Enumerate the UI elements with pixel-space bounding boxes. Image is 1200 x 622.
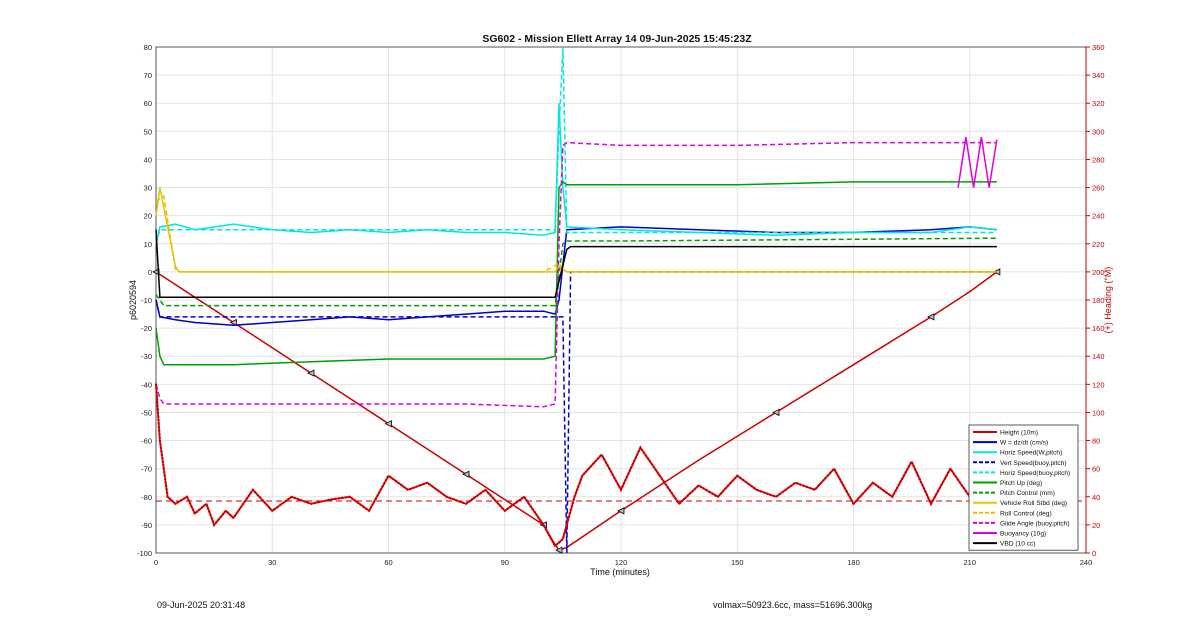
y2-tick-label: 340: [1092, 71, 1105, 80]
x-tick-label: 240: [1080, 558, 1093, 567]
series-line-10: [957, 136, 998, 188]
y-tick-label: 0: [148, 268, 152, 277]
legend: Height (10m) W = dz/dt (cm/s) Horiz Speed(…: [968, 424, 1079, 551]
series-line-4: [155, 46, 997, 244]
height-marker: [307, 369, 315, 377]
x-tick-label: 60: [384, 558, 392, 567]
y-tick-label: 30: [144, 184, 152, 193]
legend-label: Vehicle Roll Stbd (deg): [1000, 500, 1067, 507]
legend-label: VBD (10 cc): [1000, 541, 1036, 548]
y-tick-label: 70: [144, 71, 152, 80]
series-line-11: [155, 229, 997, 298]
x-tick-label: 90: [501, 558, 509, 567]
series-line-9: [155, 141, 997, 408]
legend-label: W = dz/dt (cm/s): [1000, 440, 1048, 447]
x-tick-label: 210: [963, 558, 976, 567]
y-tick-label: 10: [144, 240, 152, 249]
y2-tick-label: 320: [1092, 99, 1105, 108]
series-line-5: [155, 180, 997, 366]
x-tick-label: 150: [731, 558, 744, 567]
y-tick-label: -80: [141, 493, 152, 502]
series-line-7: [155, 187, 997, 273]
y-tick-label: 20: [144, 212, 152, 221]
legend-label: Pitch Up (deg): [1000, 480, 1042, 487]
y-tick-label: -60: [141, 437, 152, 446]
y2-tick-label: 260: [1092, 184, 1105, 193]
y2-tick-label: 60: [1092, 465, 1100, 474]
y-tick-label: 60: [144, 99, 152, 108]
legend-box: [968, 424, 1079, 551]
y2-tick-label: 180: [1092, 296, 1105, 305]
legend-label: Buoyancy (10g): [1000, 531, 1046, 538]
y2-tick-label: 20: [1092, 521, 1100, 530]
height-marker: [927, 313, 935, 321]
series-group: [152, 46, 1086, 554]
y-tick-label: -90: [141, 521, 152, 530]
y2-axis-label: (+) Heading (°M): [1103, 267, 1113, 334]
series-line-1: [155, 226, 997, 327]
y-tick-label: -10: [141, 296, 152, 305]
y2-tick-label: 100: [1092, 408, 1105, 417]
x-tick-label: 30: [268, 558, 276, 567]
x-axis-label: Time (minutes): [590, 567, 650, 577]
x-tick-label: 120: [615, 558, 628, 567]
legend-label: Horiz Speed(W,pitch): [1000, 450, 1062, 457]
series-line-12: [154, 383, 999, 548]
legend-label: Roll Control (deg): [1000, 510, 1052, 517]
height-marker: [617, 507, 625, 515]
legend-label: Height (10m): [1000, 430, 1038, 437]
height-marker: [772, 408, 780, 417]
y-tick-label: -30: [141, 352, 152, 361]
legend-label: Horiz Speed(buoy,pitch): [1000, 470, 1070, 477]
y-tick-label: 50: [144, 127, 152, 136]
y2-tick-label: 140: [1092, 352, 1105, 361]
legend-label: Pitch Control (mm): [1000, 490, 1055, 497]
y2-tick-label: 300: [1092, 127, 1105, 136]
y-tick-label: -20: [141, 324, 152, 333]
y2-tick-label: 160: [1092, 324, 1105, 333]
height-marker: [229, 318, 237, 327]
y2-tick-label: 360: [1092, 43, 1105, 52]
height-marker: [555, 546, 563, 554]
y-tick-label: -50: [141, 408, 152, 417]
chart-title: SG602 - Mission Ellett Array 14 09-Jun-2…: [482, 33, 752, 45]
y2-tick-label: 280: [1092, 155, 1105, 164]
y2-tick-label: 240: [1092, 212, 1105, 221]
chart: 0 30 60 90 120 150 180 210 240-100-90-80-70-60-5…: [128, 33, 1113, 577]
legend-label: Vert Speed(buoy,pitch): [1000, 460, 1067, 467]
y-tick-label: 80: [144, 43, 152, 52]
y2-tick-label: 220: [1092, 240, 1105, 249]
legend-label: Glide Angle (buoy,pitch): [1000, 520, 1070, 527]
x-tick-label: 180: [847, 558, 860, 567]
summary-footer: volmax=50923.6cc, mass=51696.300kg: [713, 600, 873, 610]
y2-tick-label: 40: [1092, 493, 1100, 502]
y-axis-label: p6020594: [128, 280, 138, 320]
series-line-6: [155, 237, 997, 307]
timestamp-footer: 09-Jun-2025 20:31:48: [157, 600, 246, 610]
series-line-2: [155, 103, 997, 244]
y-tick-label: 40: [144, 155, 152, 164]
y2-tick-label: 0: [1092, 549, 1096, 558]
y-tick-label: -70: [141, 465, 152, 474]
y-tick-label: -100: [137, 549, 152, 558]
x-tick-label: 0: [154, 558, 158, 567]
y2-tick-label: 200: [1092, 268, 1105, 277]
axes: 0 30 60 90 120 150 180 210 240-100-90-80-70-60-5…: [137, 43, 1105, 567]
height-marker: [384, 420, 392, 428]
y2-tick-label: 120: [1092, 380, 1105, 389]
height-marker: [462, 470, 470, 478]
y-tick-label: -40: [141, 380, 152, 389]
y2-tick-label: 80: [1092, 437, 1100, 446]
